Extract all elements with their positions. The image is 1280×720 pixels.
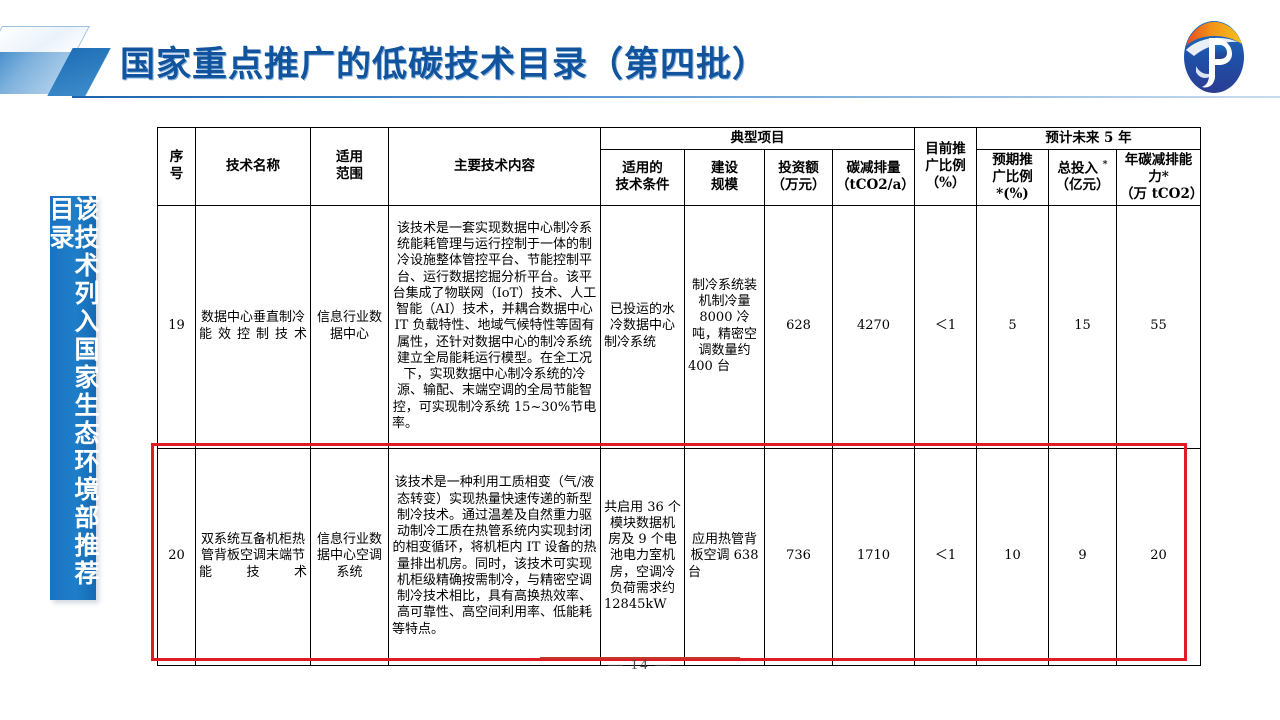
side-tab-banner: 该技术列入国家生态环境部推荐目录 xyxy=(46,196,100,600)
col-header-no: 序 号 xyxy=(157,127,196,206)
col-header-annual-carbon-capacity: 年碳减排能 力* （万 tCO2） xyxy=(1115,148,1203,206)
cell-content: 该技术是一种利用工质相变（气/液态转变）实现热量快速传递的新型制冷技术。通过温差… xyxy=(388,447,601,666)
cell-current-ratio: ＜1 xyxy=(914,204,977,449)
group-header-typical-project: 典型项目 xyxy=(600,127,915,150)
table-header-row-columns: 适用的 技术条件 建设 规模 投资额 （万元） 碳减排量 （tCO2/a） 预期… xyxy=(158,148,1203,206)
company-logo xyxy=(1174,14,1254,100)
cell-no: 19 xyxy=(157,204,196,449)
cell-condition: 共启用 36 个模块数据机房及 9 个电池电力室机房，空调冷负荷需求约 1284… xyxy=(600,447,685,666)
col-header-current-ratio: 目前推 广比例 （%） xyxy=(914,127,977,206)
table-body: 19 数据中心垂直制冷能效控制技术 信息行业数据中心 该技术是一套实现数据中心制… xyxy=(157,204,1202,666)
cell-scale: 应用热管背板空调 638 台 xyxy=(684,447,765,666)
col-header-carbon-reduction: 碳减排量 （tCO2/a） xyxy=(832,148,915,206)
cell-content: 该技术是一套实现数据中心制冷系统能耗管理与运行控制于一体的制冷设施整体管控平台、… xyxy=(388,204,601,449)
cell-scope: 信息行业数据中心空调系统 xyxy=(310,447,389,666)
col-header-condition: 适用的 技术条件 xyxy=(600,148,685,206)
col-header-scope: 适用 范围 xyxy=(310,127,389,206)
cell-no: 20 xyxy=(157,447,196,666)
cell-investment: 736 xyxy=(764,447,833,666)
table-header-row-groups: 序 号 技术名称 适用 范围 主要技术内容 典型项目 目前推 广比例 （%） 预… xyxy=(157,127,1202,206)
col-header-expected-ratio: 预期推 广比例 *(%) xyxy=(976,148,1049,206)
header-divider-line xyxy=(72,96,1280,98)
footer-divider-line xyxy=(540,657,740,659)
cell-carbon-reduction: 1710 xyxy=(832,447,915,666)
side-tab-label: 该技术列入国家生态环境部推荐目录 xyxy=(46,196,100,588)
cell-name: 双系统互备机柜热管背板空调末端节能技术 xyxy=(195,447,311,666)
cell-annual-carbon-capacity: 55 xyxy=(1115,204,1202,449)
technology-catalog-table: 序 号 技术名称 适用 范围 主要技术内容 典型项目 目前推 广比例 （%） 预… xyxy=(157,127,1203,666)
cell-carbon-reduction: 4270 xyxy=(832,204,915,449)
group-header-next-five-years: 预计未来 5 年 xyxy=(975,127,1202,150)
col-header-content: 主要技术内容 xyxy=(388,127,601,206)
page-number: — 14 — xyxy=(607,657,673,673)
tp-circular-logo-icon xyxy=(1184,21,1244,93)
cell-current-ratio: ＜1 xyxy=(914,447,977,666)
cell-expected-ratio: 10 xyxy=(976,447,1049,666)
cell-investment: 628 xyxy=(764,204,833,449)
cell-total-investment: 9 xyxy=(1048,447,1117,666)
table-row: 20 双系统互备机柜热管背板空调末端节能技术 信息行业数据中心空调系统 该技术是… xyxy=(157,447,1202,666)
table-row: 19 数据中心垂直制冷能效控制技术 信息行业数据中心 该技术是一套实现数据中心制… xyxy=(157,204,1202,449)
col-header-investment: 投资额 （万元） xyxy=(764,148,833,206)
cell-annual-carbon-capacity: 20 xyxy=(1115,447,1202,666)
col-header-total-investment: 总投入 * （亿元） xyxy=(1048,148,1117,206)
col-header-scale: 建设 规模 xyxy=(684,148,765,206)
cell-condition: 已投运的水冷数据中心制冷系统 xyxy=(600,204,685,449)
table-header: 序 号 技术名称 适用 范围 主要技术内容 典型项目 目前推 广比例 （%） 预… xyxy=(157,127,1203,206)
cell-expected-ratio: 5 xyxy=(976,204,1049,449)
cell-scale: 制冷系统装机制冷量 8000 冷吨，精密空调数量约 400 台 xyxy=(684,204,765,449)
cell-total-investment: 15 xyxy=(1048,204,1117,449)
slide-header: 国家重点推广的低碳技术目录（第四批） xyxy=(0,0,1280,108)
cell-name: 数据中心垂直制冷能效控制技术 xyxy=(195,204,311,449)
page-title: 国家重点推广的低碳技术目录（第四批） xyxy=(120,45,769,85)
cell-scope: 信息行业数据中心 xyxy=(310,204,389,449)
col-header-name: 技术名称 xyxy=(195,127,311,206)
